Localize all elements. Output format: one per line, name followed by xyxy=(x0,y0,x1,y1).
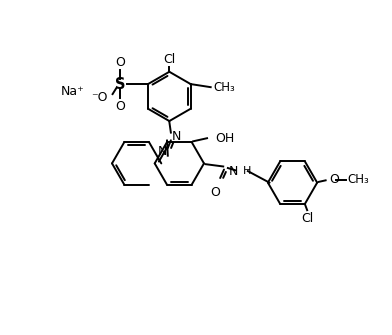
Text: N: N xyxy=(172,130,181,143)
Text: CH₃: CH₃ xyxy=(213,81,235,94)
Text: O: O xyxy=(210,186,220,199)
Text: CH₃: CH₃ xyxy=(347,173,369,186)
Text: O: O xyxy=(115,56,125,69)
Text: H: H xyxy=(243,166,252,176)
Text: N: N xyxy=(158,145,167,158)
Text: Na⁺: Na⁺ xyxy=(61,85,85,98)
Text: ⁻O: ⁻O xyxy=(91,91,107,105)
Text: N: N xyxy=(229,164,238,178)
Text: OH: OH xyxy=(215,132,234,145)
Text: Cl: Cl xyxy=(163,53,176,66)
Text: S: S xyxy=(115,77,125,91)
Text: O: O xyxy=(330,173,339,186)
Text: Cl: Cl xyxy=(301,212,313,225)
Text: O: O xyxy=(115,100,125,113)
